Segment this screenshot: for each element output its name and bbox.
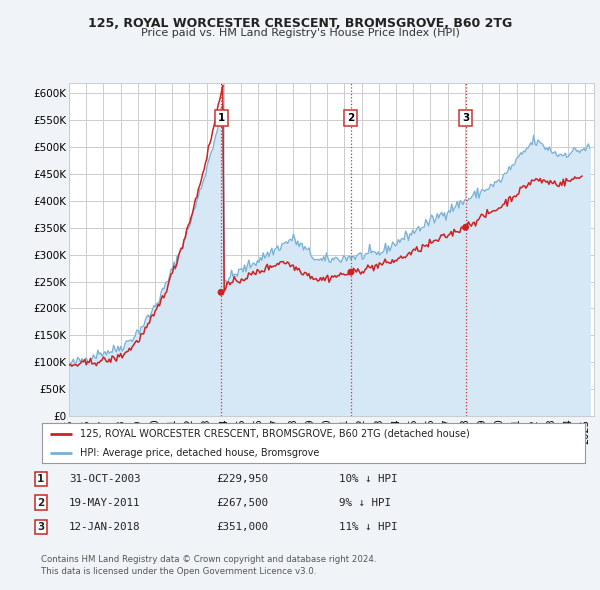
Text: 3: 3	[462, 113, 469, 123]
Text: 3: 3	[37, 522, 44, 532]
Text: HPI: Average price, detached house, Bromsgrove: HPI: Average price, detached house, Brom…	[80, 448, 319, 458]
Text: £351,000: £351,000	[216, 522, 268, 532]
Text: 125, ROYAL WORCESTER CRESCENT, BROMSGROVE, B60 2TG (detached house): 125, ROYAL WORCESTER CRESCENT, BROMSGROV…	[80, 429, 470, 439]
Text: £267,500: £267,500	[216, 498, 268, 507]
Text: 10% ↓ HPI: 10% ↓ HPI	[339, 474, 397, 484]
Text: £229,950: £229,950	[216, 474, 268, 484]
Text: 1: 1	[217, 113, 224, 123]
Point	[216, 287, 226, 297]
Text: Contains HM Land Registry data © Crown copyright and database right 2024.: Contains HM Land Registry data © Crown c…	[41, 555, 376, 564]
Text: 19-MAY-2011: 19-MAY-2011	[69, 498, 140, 507]
Text: 125, ROYAL WORCESTER CRESCENT, BROMSGROVE, B60 2TG: 125, ROYAL WORCESTER CRESCENT, BROMSGROV…	[88, 17, 512, 30]
Text: 12-JAN-2018: 12-JAN-2018	[69, 522, 140, 532]
Text: 31-OCT-2003: 31-OCT-2003	[69, 474, 140, 484]
Text: This data is licensed under the Open Government Licence v3.0.: This data is licensed under the Open Gov…	[41, 566, 316, 576]
Text: 9% ↓ HPI: 9% ↓ HPI	[339, 498, 391, 507]
Text: 1: 1	[37, 474, 44, 484]
Text: 11% ↓ HPI: 11% ↓ HPI	[339, 522, 397, 532]
Text: 2: 2	[347, 113, 355, 123]
Text: Price paid vs. HM Land Registry's House Price Index (HPI): Price paid vs. HM Land Registry's House …	[140, 28, 460, 38]
Text: 2: 2	[37, 498, 44, 507]
Point	[346, 267, 356, 277]
Point	[461, 222, 470, 232]
